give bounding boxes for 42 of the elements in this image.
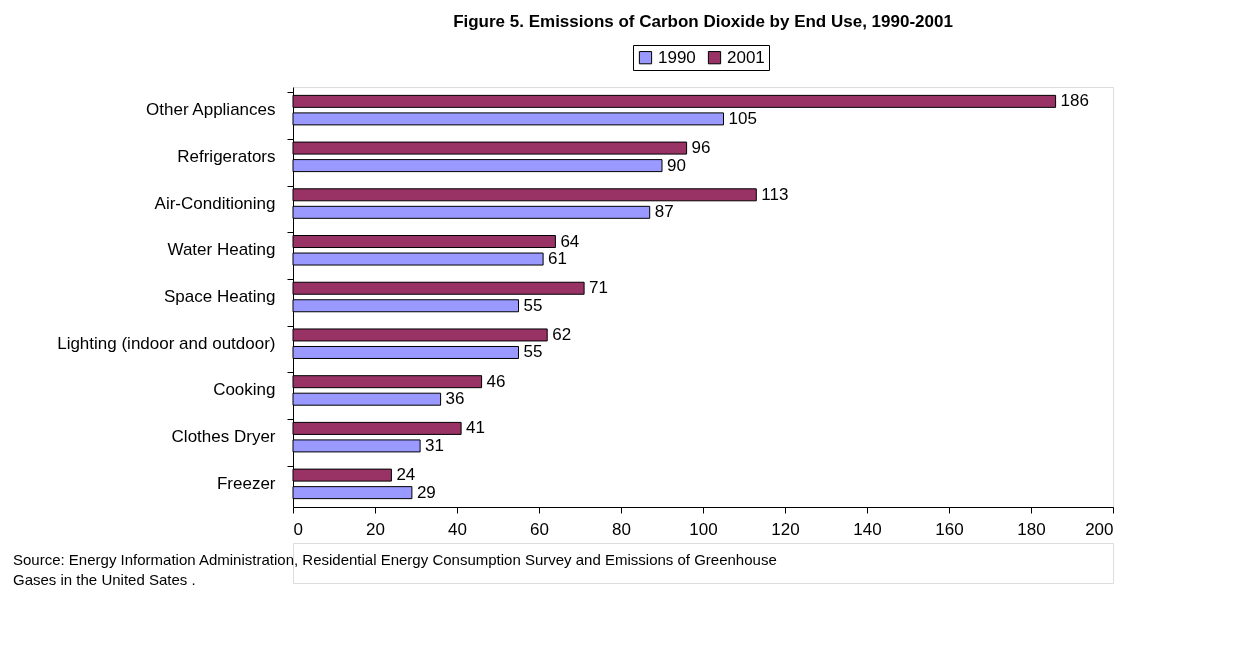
y-tick-label: Space Heating: [163, 287, 276, 306]
x-tick-label: 120: [771, 519, 800, 539]
data-label: 113: [761, 184, 789, 204]
x-tick-label: 140: [853, 519, 882, 539]
chart-title: Figure 5. Emissions of Carbon Dioxide by End Use, 1990-2001: [453, 12, 953, 31]
data-label: 186: [1060, 91, 1089, 111]
y-tick-label: Water Heating: [167, 240, 276, 260]
data-label: 87: [654, 202, 674, 222]
data-label: 96: [691, 138, 711, 158]
data-label: 31: [425, 435, 445, 455]
y-tick-label: Clothes Dryer: [171, 427, 276, 447]
data-label: 55: [523, 295, 543, 315]
x-tick-label: 160: [935, 519, 964, 539]
data-label: 55: [523, 342, 543, 362]
y-tick-label: Lighting (indoor and outdoor): [57, 333, 276, 353]
y-tick-label: Cooking: [213, 380, 276, 400]
legend-label: 2001: [727, 47, 765, 67]
data-label: 71: [589, 278, 609, 298]
data-label: 36: [445, 389, 465, 409]
y-tick-label: Air-Conditioning: [154, 193, 276, 213]
data-label: 61: [548, 249, 568, 269]
data-label: 46: [486, 371, 506, 391]
x-tick-label: 20: [366, 519, 385, 539]
data-label: 64: [560, 231, 580, 251]
data-label: 105: [728, 108, 757, 128]
data-label: 90: [667, 155, 686, 175]
x-tick-label: 80: [612, 519, 631, 539]
y-tick-label: Other Appliances: [146, 100, 276, 120]
data-label: 62: [552, 324, 572, 344]
y-tick-label: Freezer: [216, 473, 276, 493]
x-tick-label: 180: [1017, 519, 1046, 539]
x-tick-label: 0: [293, 519, 303, 539]
x-tick-label: 40: [448, 519, 467, 539]
x-tick-label: 60: [530, 519, 549, 539]
legend-label: 1990: [658, 47, 696, 67]
data-label: 41: [466, 418, 486, 438]
source-note: Source: Energy Information Administration, Residential Energy Consumption Survey and Emissions of Greenhouse Gases in the United Sates .: [13, 551, 777, 588]
data-label: 29: [416, 482, 436, 502]
x-tick-label: 200: [1085, 519, 1114, 539]
data-label: 24: [396, 465, 416, 485]
x-tick-label: 100: [689, 519, 718, 539]
y-tick-label: Refrigerators: [177, 146, 276, 166]
